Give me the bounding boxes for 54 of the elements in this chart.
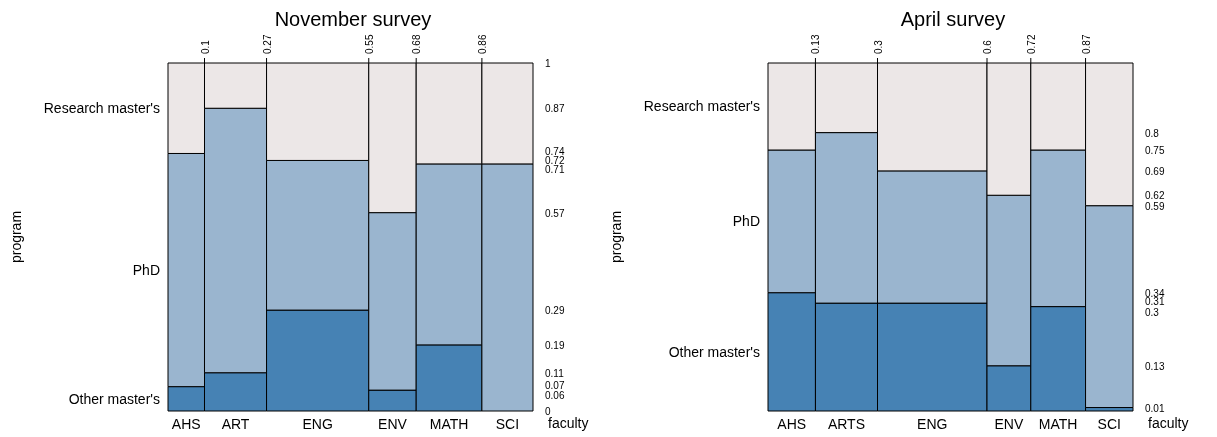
series-label: PhD	[132, 262, 160, 279]
series-label: PhD	[732, 213, 760, 230]
x2-tick-label: 0.72	[1025, 34, 1037, 54]
y2-tick-label: 0.59	[1145, 200, 1165, 212]
y2-tick-label: 0.01	[1145, 402, 1165, 414]
x-tick-label: MATH	[429, 415, 469, 432]
x-tick-label: ART	[221, 415, 250, 432]
x2-tick-label: 0.87	[1080, 34, 1092, 54]
y2-tick-label: 0	[545, 406, 551, 417]
y2-tick-label: 0.8	[1145, 127, 1160, 139]
series-label: Other master's	[668, 343, 760, 360]
x-tick-label: SCI	[495, 415, 520, 432]
y2-tick-label: 0.3	[1145, 306, 1160, 318]
x-axis-title: faculty	[1148, 415, 1189, 431]
x2-tick-label: 0.6	[982, 39, 993, 54]
x-tick-label: SCI	[1097, 415, 1121, 432]
y2-tick-label: 0.13	[1145, 360, 1165, 372]
x-tick-label: ENG	[917, 415, 948, 432]
y2-tick-label: 0.87	[545, 103, 565, 115]
x2-tick-label: 0.3	[872, 39, 884, 54]
x-tick-label: AHS	[171, 415, 201, 432]
series-label: Research master's	[43, 100, 160, 117]
y-axis-title: program	[7, 210, 24, 264]
y2-tick-label: 1	[545, 58, 551, 69]
series-label: Other master's	[68, 390, 160, 407]
x-tick-label: ENV	[994, 415, 1024, 432]
x-tick-label: ENV	[378, 415, 408, 432]
y2-tick-label: 0.11	[545, 367, 565, 379]
x2-tick-label: 0.27	[261, 34, 273, 54]
x-tick-label: MATH	[1038, 415, 1078, 432]
x2-tick-label: 0.1	[199, 39, 211, 54]
x-axis-title: faculty	[548, 415, 589, 431]
series-label: Research master's	[643, 98, 760, 115]
y2-tick-label: 0.69	[1145, 165, 1165, 177]
x-tick-label: ENG	[302, 415, 333, 432]
y2-tick-label: 0.62	[1145, 190, 1165, 202]
y2-tick-label: 0.34	[1145, 287, 1165, 299]
chart-title: November survey	[273, 8, 433, 31]
y2-tick-label: 0.07	[545, 379, 565, 391]
y2-tick-label: 0.31	[1145, 296, 1165, 308]
x2-tick-label: 0.55	[363, 34, 375, 54]
y2-tick-label: 0.06	[545, 390, 565, 402]
y-axis-title: program	[607, 210, 624, 264]
x2-tick-label: 0.13	[810, 34, 822, 54]
y2-tick-label: 0.19	[545, 339, 565, 351]
x-tick-label: AHS	[777, 415, 807, 432]
y2-tick-label: 0.29	[545, 305, 565, 317]
chart-title: April survey	[899, 8, 1007, 31]
y2-tick-label: 0.75	[1145, 145, 1165, 156]
y2-tick-label: 0.57	[545, 207, 565, 219]
x-tick-label: ARTS	[827, 415, 866, 432]
y2-tick-label: 0.74	[545, 146, 565, 158]
x2-tick-label: 0.86	[476, 34, 488, 54]
x2-tick-label: 0.68	[411, 34, 423, 54]
